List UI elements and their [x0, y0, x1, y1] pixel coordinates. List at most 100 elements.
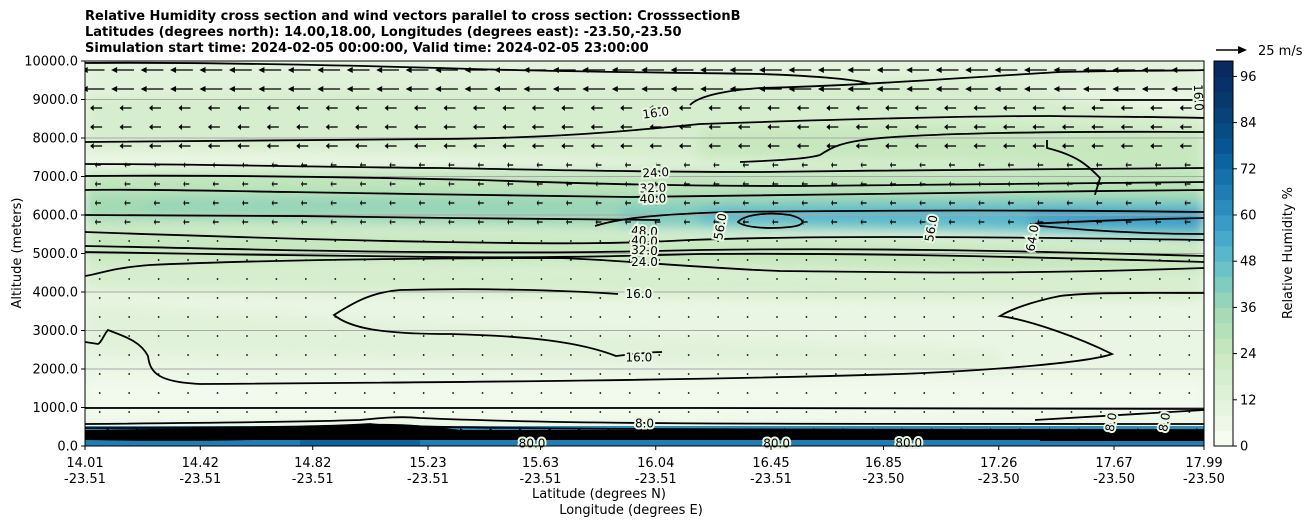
- colorbar-swatch: [1214, 369, 1233, 385]
- wind-vector: [1158, 392, 1161, 394]
- wind-vector: [128, 392, 131, 394]
- contour-line: [85, 188, 1204, 198]
- wind-vector: [1158, 278, 1161, 280]
- wind-vector: [717, 392, 720, 394]
- wind-vector-head: [207, 143, 212, 149]
- wind-vector: [98, 392, 101, 394]
- wind-vector: [717, 354, 720, 356]
- wind-vector: [157, 240, 160, 242]
- wind-vector-head: [1107, 428, 1113, 434]
- wind-vector: [1129, 373, 1132, 375]
- wind-vector-head: [507, 181, 509, 187]
- wind-vector: [187, 316, 189, 318]
- wind-vector-head: [418, 200, 421, 206]
- chart-title-line-3: Simulation start time: 2024-02-05 00:00:…: [85, 41, 649, 56]
- wind-vector-head: [389, 162, 392, 168]
- wind-vector: [334, 354, 337, 356]
- wind-vector: [157, 335, 160, 337]
- contour-line: [85, 174, 1204, 187]
- wind-vector-head: [1024, 67, 1031, 73]
- colorbar-frame: [1213, 60, 1234, 447]
- wind-vector: [128, 354, 131, 356]
- wind-vector-head: [178, 105, 183, 111]
- wind-vector: [540, 354, 543, 356]
- wind-vector: [1158, 240, 1161, 242]
- contour-label-halo: 16.0: [626, 287, 653, 301]
- wind-vector-head: [1096, 219, 1098, 225]
- wind-vector-head: [784, 428, 789, 434]
- wind-vector-head: [948, 200, 951, 206]
- wind-vector-head: [885, 143, 889, 149]
- x-tick-label-lon: -23.50: [1183, 472, 1225, 487]
- contour-label: 8.0: [1156, 412, 1173, 433]
- wind-vector: [334, 316, 337, 318]
- x-tick-label-lat: 17.67: [1095, 456, 1132, 471]
- wind-vector: [304, 411, 307, 413]
- wind-vector-head: [301, 200, 303, 206]
- wind-vector-head: [460, 428, 465, 434]
- wind-vector: [805, 354, 808, 356]
- wind-vector: [746, 373, 749, 375]
- wind-vector-head: [708, 124, 713, 130]
- wind-vector-head: [271, 219, 274, 225]
- wind-vector-head: [355, 143, 359, 149]
- wind-vector: [599, 373, 602, 375]
- wind-vector: [334, 297, 337, 299]
- wind-vector: [1188, 354, 1191, 356]
- wind-vector-head: [301, 162, 303, 168]
- chart-title-line-2: Latitudes (degrees north): 14.00,18.00, …: [85, 25, 682, 40]
- wind-vector: [1188, 297, 1191, 299]
- wind-vector: [835, 259, 837, 261]
- wind-vector-head: [384, 124, 389, 130]
- contour-label: 40.0: [631, 233, 658, 248]
- wind-vector: [569, 259, 572, 261]
- colorbar-swatch: [1214, 138, 1233, 154]
- wind-vector-head: [620, 143, 624, 149]
- wind-vector: [511, 373, 513, 375]
- contour-label-halo: 56.0: [711, 212, 729, 241]
- wind-vector-head: [1155, 219, 1157, 225]
- wind-vector: [157, 297, 160, 299]
- x-tick-label-lon: -23.51: [635, 472, 677, 487]
- wind-vector-head: [548, 428, 553, 434]
- wind-vector-head: [742, 200, 745, 206]
- wind-vector: [216, 411, 219, 413]
- wind-vector-head: [1007, 162, 1010, 168]
- wind-vector: [511, 392, 513, 394]
- wind-vector-head: [729, 86, 736, 92]
- wind-vector-head: [523, 67, 530, 73]
- wind-vector-head: [620, 124, 624, 130]
- wind-vector-head: [502, 124, 506, 130]
- wind-vector-head: [788, 86, 795, 92]
- wind-vector: [275, 278, 278, 280]
- wind-vector-head: [1141, 67, 1148, 73]
- colorbar-swatch: [1214, 107, 1233, 124]
- wind-vector: [511, 259, 513, 261]
- contour-label-halo: 32.0: [631, 243, 658, 258]
- wind-vector-head: [978, 181, 981, 187]
- wind-vector: [687, 411, 690, 413]
- wind-vector-head: [1096, 200, 1098, 206]
- wind-vector: [246, 316, 248, 318]
- wind-vector-head: [914, 124, 919, 130]
- wind-vector-head: [301, 181, 303, 187]
- wind-vector-head: [1166, 428, 1172, 434]
- wind-vector-head: [713, 200, 716, 206]
- wind-vector-head: [1037, 200, 1040, 206]
- wind-vector-head: [224, 428, 229, 434]
- wind-vector-head: [1066, 200, 1069, 206]
- wind-vector: [1070, 297, 1073, 299]
- wind-vector: [864, 240, 867, 242]
- wind-vector: [776, 392, 778, 394]
- wind-vector-head: [258, 86, 265, 92]
- wind-vector-head: [111, 67, 118, 73]
- contour-label-group: 8.08.0: [633, 415, 656, 433]
- colorbar-swatch: [1214, 261, 1233, 278]
- wind-vector-head: [872, 428, 877, 434]
- wind-vector-head: [973, 105, 978, 111]
- wind-vector: [1100, 316, 1102, 318]
- wind-vector: [923, 392, 926, 394]
- wind-vector: [569, 297, 572, 299]
- wind-vector: [304, 278, 307, 280]
- wind-vector-head: [330, 162, 333, 168]
